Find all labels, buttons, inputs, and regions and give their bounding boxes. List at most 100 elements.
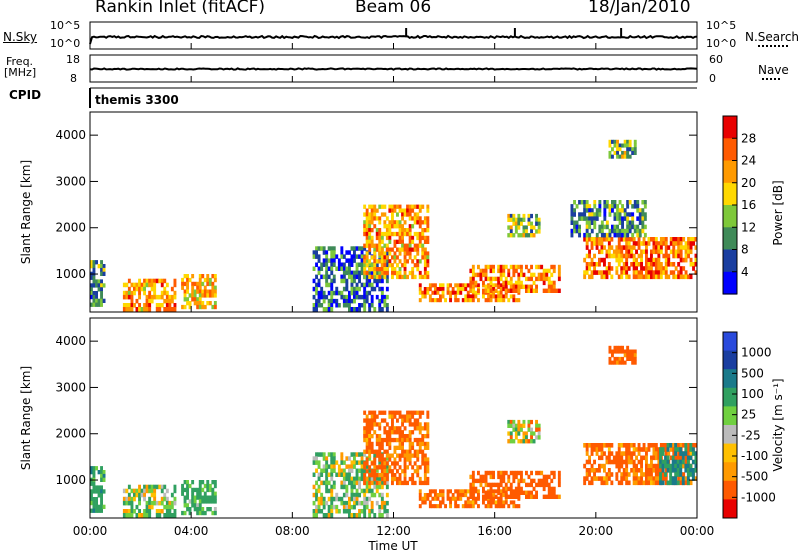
- cell: [188, 301, 192, 306]
- cell: [687, 249, 690, 255]
- cell: [398, 239, 402, 244]
- cell: [615, 463, 619, 469]
- cell: [406, 480, 409, 486]
- cell: [203, 277, 207, 283]
- colorbar-swatch: [723, 227, 737, 251]
- cell: [92, 298, 96, 303]
- cell: [650, 443, 653, 448]
- cell: [340, 254, 344, 259]
- cell: [380, 418, 384, 423]
- cell: [635, 476, 638, 481]
- cell: [600, 257, 604, 263]
- cell: [512, 272, 516, 278]
- cell: [183, 293, 187, 298]
- cell: [676, 468, 680, 473]
- cell: [502, 298, 506, 303]
- cell: [373, 480, 377, 486]
- cell: [583, 237, 587, 242]
- cell: [138, 513, 141, 518]
- cell: [456, 287, 460, 292]
- cell: [140, 286, 144, 292]
- cell: [635, 274, 638, 280]
- cell: [398, 224, 402, 229]
- cell: [588, 204, 592, 209]
- cell: [403, 228, 407, 233]
- cell: [388, 204, 392, 209]
- cell: [401, 453, 404, 458]
- cell: [127, 513, 131, 518]
- cell: [148, 303, 152, 308]
- cell: [363, 449, 367, 454]
- cell: [667, 451, 671, 456]
- cell: [320, 286, 324, 292]
- cell: [373, 286, 377, 292]
- freq-tick-top: 18: [66, 53, 80, 66]
- cell: [378, 476, 382, 482]
- cell: [676, 472, 680, 477]
- cell: [365, 243, 369, 248]
- cell: [471, 486, 475, 492]
- cell: [694, 468, 698, 473]
- cell: [525, 482, 528, 488]
- cell: [517, 298, 521, 303]
- cell: [355, 274, 359, 280]
- cell: [611, 353, 614, 358]
- cell: [659, 270, 663, 275]
- cell: [90, 275, 93, 280]
- cell: [674, 274, 678, 280]
- cell: [330, 254, 334, 259]
- cell: [657, 451, 661, 456]
- cell: [191, 503, 195, 508]
- cell: [557, 268, 561, 274]
- cell: [469, 294, 473, 299]
- cell: [342, 504, 346, 510]
- cell: [537, 264, 541, 270]
- cell: [95, 466, 98, 471]
- cell: [378, 270, 382, 276]
- cell: [502, 264, 506, 270]
- cell: [689, 257, 693, 263]
- cell: [391, 453, 394, 458]
- cell: [370, 243, 374, 248]
- cell: [527, 474, 531, 480]
- cell: [661, 468, 665, 473]
- cell: [603, 451, 606, 456]
- cell: [401, 422, 404, 427]
- cell: [100, 267, 103, 273]
- cell: [684, 455, 688, 461]
- cell: [585, 228, 589, 234]
- cell: [133, 303, 136, 308]
- cell: [641, 212, 645, 217]
- cell: [590, 208, 594, 213]
- cell: [585, 208, 589, 213]
- cell: [679, 253, 683, 259]
- cell: [373, 212, 377, 217]
- cell: [160, 496, 164, 502]
- cell: [165, 298, 169, 304]
- cell: [573, 224, 576, 230]
- cell: [692, 262, 695, 267]
- cell: [398, 465, 402, 470]
- cell: [335, 496, 339, 502]
- cell: [191, 499, 195, 504]
- cell: [466, 283, 470, 288]
- cell: [408, 247, 412, 252]
- cell: [441, 500, 445, 505]
- cell: [345, 270, 349, 276]
- cell: [514, 217, 518, 222]
- cell: [163, 278, 167, 284]
- cell: [426, 457, 430, 462]
- cell: [413, 480, 417, 486]
- cell: [607, 447, 611, 452]
- cell: [383, 480, 387, 486]
- cell: [588, 212, 592, 217]
- cell: [345, 472, 349, 477]
- cell: [100, 298, 103, 303]
- cell: [396, 263, 399, 268]
- cell: [540, 264, 544, 270]
- cell: [322, 258, 326, 263]
- cell: [502, 478, 506, 484]
- cell: [183, 289, 187, 294]
- cell: [325, 460, 329, 465]
- cell: [612, 455, 616, 461]
